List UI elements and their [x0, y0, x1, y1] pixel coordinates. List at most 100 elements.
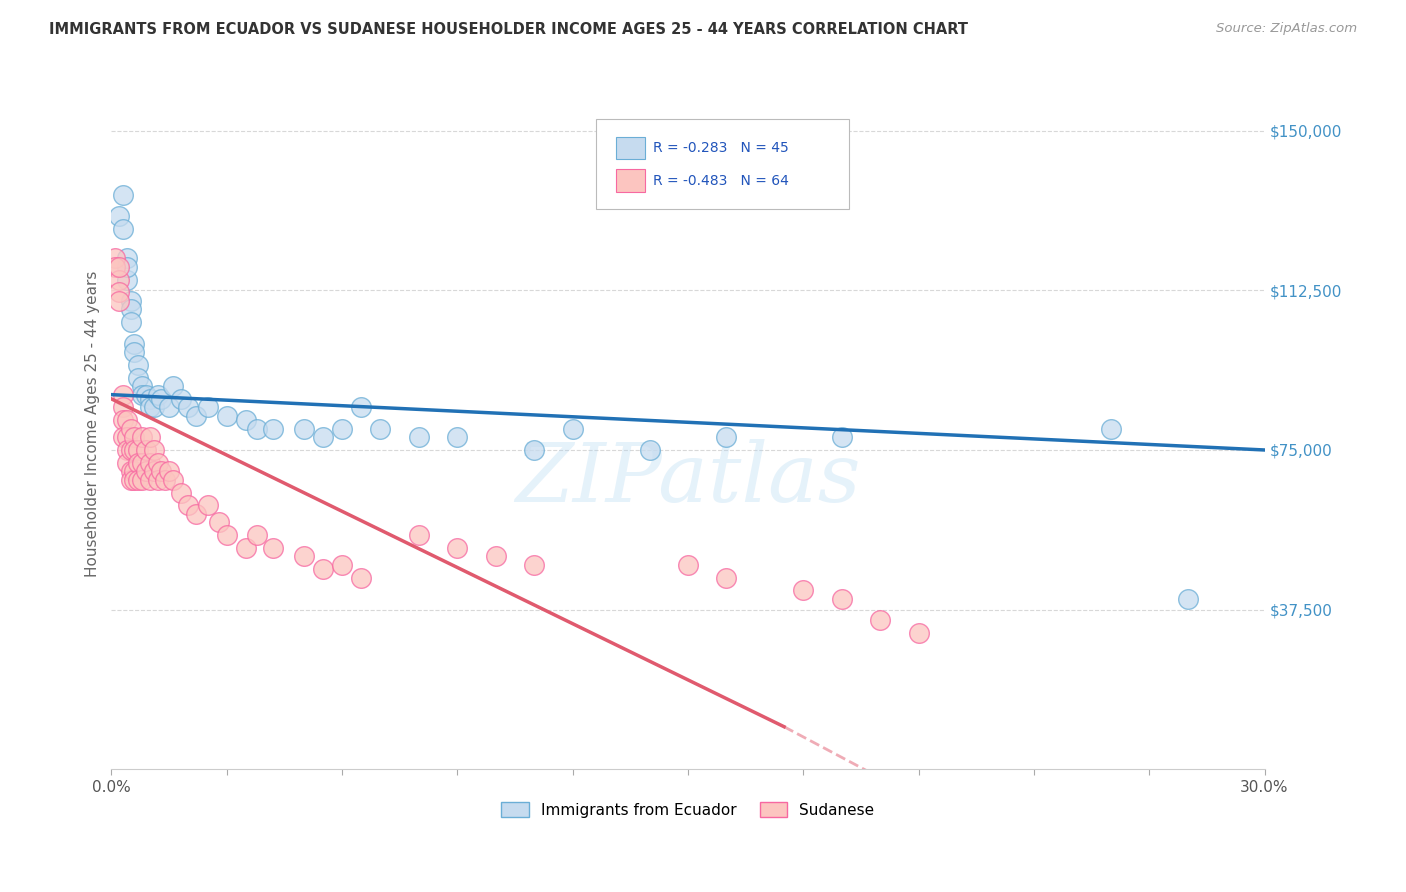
Point — [146, 456, 169, 470]
Point — [1177, 592, 1199, 607]
Point — [115, 413, 138, 427]
Point — [485, 549, 508, 564]
Point — [792, 583, 814, 598]
Point — [292, 422, 315, 436]
Text: Source: ZipAtlas.com: Source: ZipAtlas.com — [1216, 22, 1357, 36]
Point — [312, 430, 335, 444]
Point — [139, 456, 162, 470]
Point — [131, 473, 153, 487]
Point — [215, 528, 238, 542]
Point — [523, 558, 546, 572]
Point — [235, 413, 257, 427]
Point — [169, 485, 191, 500]
Point — [120, 442, 142, 457]
Point — [146, 473, 169, 487]
Point — [115, 442, 138, 457]
Point — [215, 409, 238, 423]
Point — [523, 442, 546, 457]
Point — [124, 473, 146, 487]
Point — [108, 293, 131, 308]
Point — [446, 541, 468, 555]
Point — [831, 592, 853, 607]
Legend: Immigrants from Ecuador, Sudanese: Immigrants from Ecuador, Sudanese — [495, 796, 880, 824]
FancyBboxPatch shape — [616, 169, 645, 192]
Point — [131, 456, 153, 470]
Point — [127, 442, 149, 457]
Point — [716, 430, 738, 444]
Point — [115, 260, 138, 274]
Point — [139, 392, 162, 406]
FancyBboxPatch shape — [596, 119, 849, 209]
Point — [312, 562, 335, 576]
Point — [184, 507, 207, 521]
Point — [120, 464, 142, 478]
Point — [246, 422, 269, 436]
Point — [561, 422, 583, 436]
Point — [115, 430, 138, 444]
Point — [135, 442, 157, 457]
Point — [235, 541, 257, 555]
Point — [127, 370, 149, 384]
Point — [124, 345, 146, 359]
Point — [120, 302, 142, 317]
Point — [157, 401, 180, 415]
Point — [831, 430, 853, 444]
Point — [150, 464, 173, 478]
Point — [1099, 422, 1122, 436]
Point — [197, 401, 219, 415]
Text: IMMIGRANTS FROM ECUADOR VS SUDANESE HOUSEHOLDER INCOME AGES 25 - 44 YEARS CORREL: IMMIGRANTS FROM ECUADOR VS SUDANESE HOUS… — [49, 22, 969, 37]
FancyBboxPatch shape — [616, 137, 645, 159]
Point — [127, 358, 149, 372]
Point — [108, 260, 131, 274]
Point — [120, 315, 142, 329]
Point — [142, 401, 165, 415]
Point — [124, 464, 146, 478]
Point — [124, 336, 146, 351]
Point — [139, 473, 162, 487]
Point — [115, 252, 138, 266]
Point — [111, 430, 134, 444]
Point — [135, 387, 157, 401]
Point — [111, 387, 134, 401]
Point — [330, 422, 353, 436]
Point — [676, 558, 699, 572]
Point — [262, 422, 284, 436]
Point — [716, 571, 738, 585]
Point — [124, 430, 146, 444]
Text: R = -0.283   N = 45: R = -0.283 N = 45 — [654, 141, 789, 155]
Point — [120, 473, 142, 487]
Point — [262, 541, 284, 555]
Point — [111, 221, 134, 235]
Point — [139, 430, 162, 444]
Point — [638, 442, 661, 457]
Point — [120, 422, 142, 436]
Point — [292, 549, 315, 564]
Point — [350, 401, 373, 415]
Point — [350, 571, 373, 585]
Point — [131, 379, 153, 393]
Text: ZIPatlas: ZIPatlas — [515, 439, 860, 519]
Point — [120, 293, 142, 308]
Y-axis label: Householder Income Ages 25 - 44 years: Householder Income Ages 25 - 44 years — [86, 270, 100, 576]
Point — [246, 528, 269, 542]
Point — [157, 464, 180, 478]
Point — [142, 442, 165, 457]
Point — [208, 516, 231, 530]
Point — [177, 401, 200, 415]
Point — [408, 528, 430, 542]
Point — [162, 379, 184, 393]
Point — [127, 456, 149, 470]
Point — [370, 422, 392, 436]
Point — [131, 387, 153, 401]
Point — [111, 401, 134, 415]
Point — [142, 464, 165, 478]
Point — [124, 442, 146, 457]
Point — [162, 473, 184, 487]
Point — [155, 473, 177, 487]
Point — [104, 252, 127, 266]
Point — [115, 273, 138, 287]
Point — [131, 430, 153, 444]
Point — [869, 613, 891, 627]
Point — [408, 430, 430, 444]
Point — [135, 464, 157, 478]
